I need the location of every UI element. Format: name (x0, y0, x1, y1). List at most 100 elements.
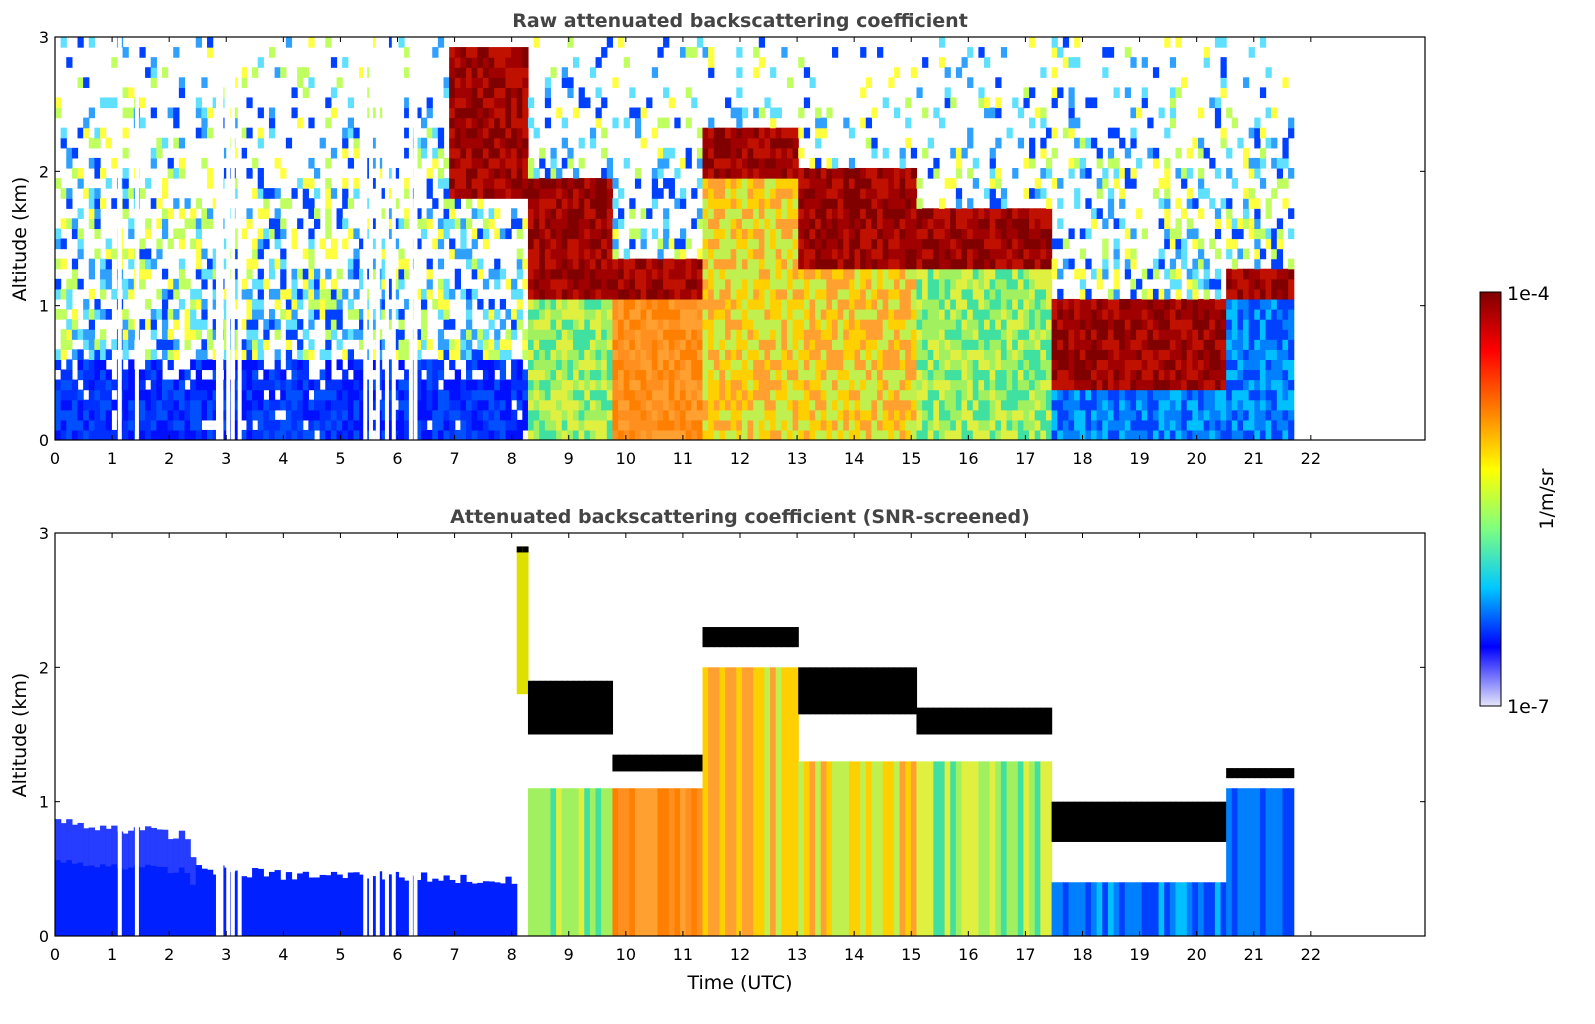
heatmap-cell (978, 298, 985, 310)
heatmap-cell (646, 339, 653, 350)
heatmap-cell (539, 329, 546, 340)
heatmap-cell (606, 258, 614, 270)
heatmap-cell (809, 349, 816, 360)
heatmap-cell (1012, 329, 1019, 340)
heatmap-cell (561, 258, 568, 270)
heatmap-cell (449, 127, 456, 139)
heatmap-cell (1017, 399, 1025, 411)
heatmap-cell (741, 238, 749, 250)
heatmap-cell (167, 288, 174, 300)
heatmap-cell (595, 188, 602, 199)
heatmap-cell (843, 268, 850, 280)
heatmap-cell (1169, 399, 1177, 411)
heatmap-cell (567, 198, 574, 209)
heatmap-cell (589, 309, 597, 320)
heatmap-cell (437, 278, 445, 290)
heatmap-cell (1045, 208, 1053, 219)
heatmap-cell (725, 339, 732, 350)
heatmap-cell (595, 258, 602, 270)
heatmap-cell (832, 248, 839, 260)
heatmap-cell (584, 288, 591, 300)
heatmap-cell (882, 218, 889, 230)
heatmap-cell (1079, 419, 1086, 431)
heatmap-cell (1119, 419, 1126, 431)
heatmap-cell (494, 97, 501, 109)
heatmap-cell (877, 238, 884, 250)
heatmap-cell (342, 409, 349, 421)
heatmap-cell (105, 137, 112, 149)
heatmap-cell (516, 117, 523, 129)
heatmap-cell (1203, 379, 1210, 391)
heatmap-cell (66, 329, 73, 340)
heatmap-cell (184, 339, 191, 350)
heatmap-cell (60, 419, 67, 431)
heatmap-cell (955, 228, 963, 240)
heatmap-cell (1017, 429, 1025, 440)
heatmap-cell (105, 369, 112, 381)
heatmap-cell (792, 339, 799, 350)
heatmap-cell (527, 117, 535, 129)
heatmap-cell (544, 208, 552, 219)
heatmap-cell (753, 288, 760, 300)
heatmap-cell (145, 228, 152, 240)
heatmap-cell (573, 399, 580, 411)
heatmap-cell (663, 339, 670, 350)
heatmap-cell (860, 268, 867, 280)
heatmap-cell (201, 339, 208, 350)
heatmap-cell (663, 238, 670, 250)
heatmap-cell (899, 349, 906, 360)
heatmap-cell (522, 137, 529, 149)
heatmap-cell (88, 329, 96, 340)
heatmap-cell (83, 429, 90, 440)
heatmap-cell (1130, 228, 1137, 240)
heatmap-cell (178, 399, 186, 411)
heatmap-cell (905, 329, 912, 340)
heatmap-cell (1197, 258, 1205, 270)
heatmap-cell (747, 298, 754, 310)
heatmap-cell (404, 399, 411, 411)
heatmap-cell (837, 218, 844, 230)
heatmap-cell (1169, 429, 1177, 440)
heatmap-cell (268, 127, 276, 139)
heatmap-cell (454, 278, 461, 290)
heatmap-cell (775, 369, 782, 381)
heatmap-cell (550, 309, 557, 320)
heatmap-cell (955, 309, 963, 320)
heatmap-cell (308, 228, 315, 240)
heatmap-cell (1136, 429, 1143, 440)
heatmap-cell (809, 288, 816, 300)
heatmap-cell (533, 218, 540, 230)
heatmap-cell (995, 288, 1002, 300)
heatmap-cell (437, 409, 445, 421)
heatmap-cell (618, 339, 625, 350)
heatmap-cell (708, 309, 715, 320)
heatmap-cell (482, 157, 490, 169)
heatmap-cell (1186, 339, 1193, 350)
heatmap-cell (522, 399, 529, 411)
heatmap-cell (832, 429, 839, 440)
heatmap-cell (1141, 339, 1148, 350)
heatmap-cell (674, 329, 681, 340)
heatmap-cell (786, 288, 794, 300)
heatmap-cell (494, 127, 501, 139)
heatmap-cell (201, 107, 208, 119)
heatmap-cell (708, 319, 715, 330)
heatmap-cell (1164, 188, 1171, 199)
heatmap-cell (820, 238, 827, 250)
heatmap-cell (725, 419, 732, 431)
heatmap-cell (944, 329, 951, 340)
heatmap-cell (989, 178, 996, 189)
heatmap-cell (449, 167, 456, 179)
heatmap-cell (1136, 409, 1143, 421)
heatmap-cell (1074, 309, 1081, 320)
heatmap-cell (905, 97, 912, 109)
heatmap-cell (1023, 228, 1030, 240)
heatmap-cell (550, 399, 557, 411)
heatmap-cell (443, 87, 450, 99)
heatmap-cell (522, 278, 529, 290)
heatmap-cell (1175, 167, 1182, 179)
heatmap-cell (1113, 278, 1120, 290)
heatmap-cell (1186, 268, 1193, 280)
heatmap-cell (544, 97, 552, 109)
heatmap-cell (1158, 258, 1165, 270)
